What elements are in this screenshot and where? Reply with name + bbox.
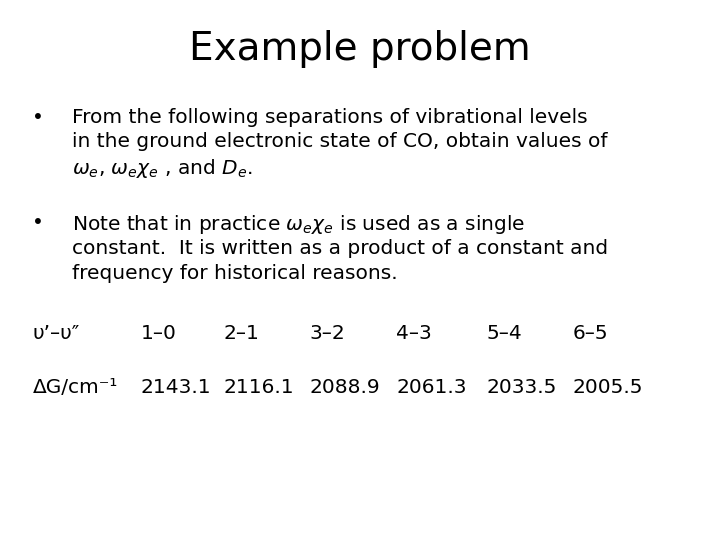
- Text: 2–1: 2–1: [223, 324, 259, 343]
- Text: 6–5: 6–5: [572, 324, 608, 343]
- Text: 1–0: 1–0: [140, 324, 176, 343]
- Text: $\omega_e$, $\omega_e\chi_e$ , and $D_e$.: $\omega_e$, $\omega_e\chi_e$ , and $D_e$…: [72, 157, 253, 180]
- Text: Example problem: Example problem: [189, 30, 531, 68]
- Text: frequency for historical reasons.: frequency for historical reasons.: [72, 264, 397, 282]
- Text: •: •: [32, 108, 44, 127]
- Text: 2088.9: 2088.9: [310, 378, 380, 397]
- Text: Note that in practice $\omega_e\chi_e$ is used as a single: Note that in practice $\omega_e\chi_e$ i…: [72, 213, 525, 237]
- Text: •: •: [32, 213, 44, 232]
- Text: 2143.1: 2143.1: [140, 378, 211, 397]
- Text: 4–3: 4–3: [396, 324, 432, 343]
- Text: 2061.3: 2061.3: [396, 378, 467, 397]
- Text: 2116.1: 2116.1: [223, 378, 294, 397]
- Text: in the ground electronic state of CO, obtain values of: in the ground electronic state of CO, ob…: [72, 132, 608, 151]
- Text: ΔG/cm⁻¹: ΔG/cm⁻¹: [32, 378, 118, 397]
- Text: constant.  It is written as a product of a constant and: constant. It is written as a product of …: [72, 239, 608, 258]
- Text: 3–2: 3–2: [310, 324, 346, 343]
- Text: 2005.5: 2005.5: [572, 378, 643, 397]
- Text: From the following separations of vibrational levels: From the following separations of vibrat…: [72, 108, 588, 127]
- Text: υ’–υ″: υ’–υ″: [32, 324, 80, 343]
- Text: 2033.5: 2033.5: [486, 378, 557, 397]
- Text: 5–4: 5–4: [486, 324, 522, 343]
